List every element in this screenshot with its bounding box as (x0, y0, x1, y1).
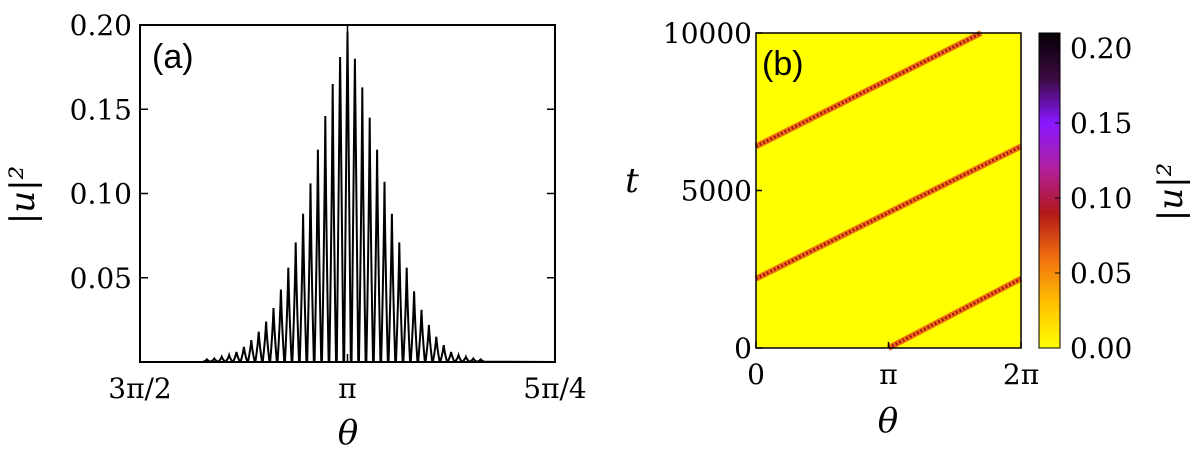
panel-b-ylabel: t (625, 161, 639, 201)
trajectory-core (755, 145, 1022, 281)
panel-b-y-ticks: 0 5000 10000 (663, 17, 762, 365)
panel-b-ytick-label: 5000 (681, 175, 752, 208)
panel-a-y-ticks: 0.05 0.10 0.15 0.20 (70, 9, 555, 295)
panel-b-label: (b) (762, 45, 804, 83)
colorbar-label: |u|² (1151, 163, 1191, 221)
panel-a-xlabel: θ (338, 413, 358, 453)
panel-a-xtick-label: 5π/4 (523, 372, 586, 405)
panel-b-ytick-label: 10000 (663, 17, 752, 50)
panel-a-xtick-label: π (338, 372, 356, 405)
panel-b-xtick-label: 0 (747, 358, 765, 391)
panel-a-ytick-label: 0.05 (70, 262, 132, 295)
colorbar-tick-label: 0.15 (1070, 107, 1132, 140)
panel-b-trajectories (754, 30, 1023, 351)
panel-a-ytick-label: 0.20 (70, 9, 132, 42)
panel-a-label: (a) (152, 38, 194, 76)
panel-b-xtick-label: 2π (1003, 358, 1039, 391)
panel-a-xtick-label: 3π/2 (108, 372, 171, 405)
panel-a-curve (140, 31, 556, 363)
colorbar-tick-label: 0.05 (1070, 257, 1132, 290)
colorbar-tick-label: 0.20 (1070, 32, 1132, 65)
colorbar-tick-label: 0.00 (1070, 332, 1132, 365)
trajectory-core (887, 277, 1022, 350)
panel-a-ylabel: |u|² (3, 166, 43, 224)
colorbar (1038, 32, 1061, 349)
panel-b-ytick-label: 0 (734, 332, 752, 365)
panel-a-ytick-label: 0.15 (70, 93, 132, 126)
panel-b: 0 5000 10000 0 π 2π (b) θ t 0.00 0.05 0.10 0.15… (625, 17, 1191, 441)
colorbar-tick-label: 0.10 (1070, 182, 1132, 215)
panel-b-xlabel: θ (878, 401, 898, 441)
trajectory-halo (754, 30, 983, 150)
panel-a-ytick-label: 0.10 (70, 178, 132, 211)
colorbar-ticks: 0.00 0.05 0.10 0.15 0.20 (1055, 32, 1132, 365)
panel-a-x-ticks: 3π/2 π 5π/4 (108, 25, 587, 405)
panel-b-x-ticks: 0 π 2π (747, 342, 1039, 391)
panel-b-xtick-label: π (879, 358, 897, 391)
panel-b-background (756, 33, 1021, 348)
panel-a: 0.05 0.10 0.15 0.20 3π/2 π 5π/4 (a) θ |u|² (3, 9, 587, 453)
